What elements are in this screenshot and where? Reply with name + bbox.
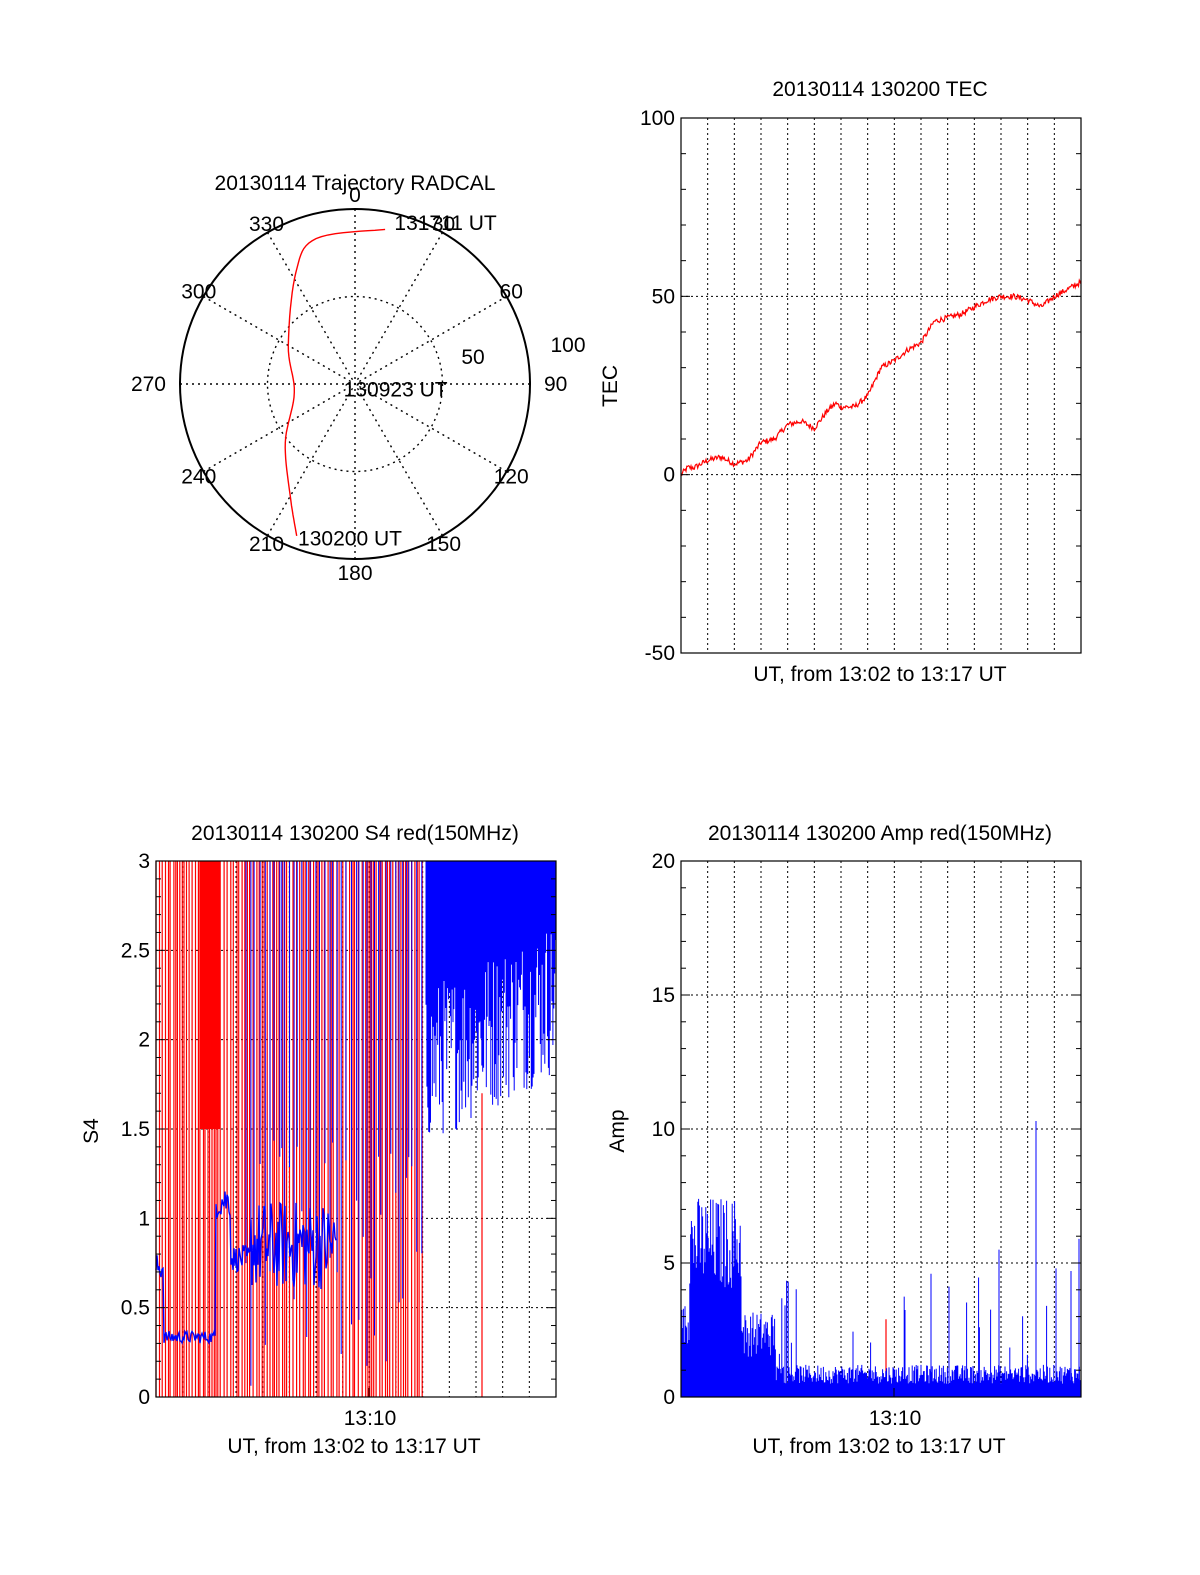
polar-radial-label: 50 — [461, 346, 484, 369]
tec-line — [680, 278, 1082, 477]
polar-azimuth-label: 90 — [544, 373, 567, 396]
amp-x-axis-label: UT, from 13:02 to 13:17 UT — [752, 1435, 1005, 1458]
polar-azimuth-label: 0 — [349, 184, 361, 207]
amp-blue-series — [680, 1121, 1082, 1397]
amp-y-tick-label: 20 — [652, 850, 675, 873]
amp-y-tick-label: 5 — [663, 1252, 675, 1275]
polar-grid — [180, 209, 530, 559]
s4-title: 20130114 130200 S4 red(150MHz) — [191, 822, 519, 845]
s4-y-tick-label: 1.5 — [121, 1118, 150, 1141]
trajectory-series — [284, 228, 386, 537]
polar-azimuth-label: 30 — [432, 213, 455, 236]
amp-chart: 20130114 130200 Amp red(150MHz) 0 5 10 15 20… — [606, 822, 1082, 1458]
s4-blue-series — [155, 861, 557, 1386]
tec-y-tick-label: 0 — [663, 464, 675, 487]
trajectory-time-label: 130923 UT — [344, 378, 448, 401]
amp-y-tick-label: 15 — [652, 984, 675, 1007]
tec-chart: 20130114 130200 TEC -50 0 50 100 TEC UT, fr… — [599, 78, 1082, 686]
polar-azimuth-label: 270 — [131, 373, 166, 396]
tec-y-tick-label: -50 — [645, 642, 675, 665]
s4-x-axis-label: UT, from 13:02 to 13:17 UT — [227, 1435, 480, 1458]
polar-azimuth-label: 300 — [181, 281, 216, 304]
polar-ring-50 — [266, 295, 444, 473]
polar-radial-labels: 50 100 — [461, 334, 585, 369]
polar-azimuth-label: 150 — [426, 533, 461, 556]
s4-y-tick-label: 2 — [138, 1029, 150, 1052]
tec-plot-frame — [680, 117, 1082, 654]
s4-y-tick-label: 1 — [138, 1207, 150, 1230]
tec-title: 20130114 130200 TEC — [772, 78, 987, 101]
polar-azimuth-label: 120 — [494, 466, 529, 489]
amp-ticks — [681, 860, 1081, 1398]
s4-x-tick-label: 13:10 — [344, 1407, 397, 1430]
polar-azimuth-label: 330 — [249, 213, 284, 236]
s4-y-tick-label: 3 — [138, 850, 150, 873]
polar-outer-ring — [179, 208, 531, 560]
s4-chart: 20130114 130200 S4 red(150MHz) 0 0.5 1 1.5 2… — [80, 822, 557, 1458]
amp-x-tick-label: 13:10 — [869, 1407, 922, 1430]
s4-blue-spikes — [245, 861, 557, 1386]
amp-title: 20130114 130200 Amp red(150MHz) — [708, 822, 1052, 845]
amp-y-tick-label: 0 — [663, 1386, 675, 1409]
tec-y-tick-label: 50 — [652, 285, 675, 308]
polar-azimuth-labels: 0 30 60 90 120 150 180 210 240 270 300 330 — [131, 184, 567, 585]
polar-azimuth-label: 180 — [337, 562, 372, 585]
s4-y-tick-label: 0.5 — [121, 1297, 150, 1320]
trajectory-polar-chart: 20130114 Trajectory RADCAL 0 30 60 90 120 150… — [131, 172, 586, 585]
amp-y-axis-label: Amp — [606, 1109, 629, 1152]
trajectory-time-label: 131711 UT — [394, 212, 497, 235]
amp-y-tick-label: 10 — [652, 1118, 675, 1141]
s4-red-series — [155, 861, 483, 1397]
tec-series — [680, 278, 1082, 477]
s4-ticks — [156, 860, 556, 1398]
polar-azimuth-label: 240 — [181, 466, 216, 489]
amp-y-tick-labels: 0 5 10 15 20 — [652, 850, 675, 1409]
tec-y-tick-labels: -50 0 50 100 — [640, 107, 675, 665]
tec-x-axis-label: UT, from 13:02 to 13:17 UT — [753, 663, 1006, 686]
tec-y-axis-label: TEC — [599, 365, 622, 407]
polar-azimuth-label: 210 — [249, 533, 284, 556]
tec-ticks — [681, 117, 1081, 654]
trajectory-time-labels: 131711 UT 130923 UT 130200 UT — [298, 212, 497, 551]
polar-radial-label: 100 — [550, 334, 585, 357]
s4-y-tick-labels: 0 0.5 1 1.5 2 2.5 3 — [121, 850, 150, 1409]
trajectory-time-label: 130200 UT — [298, 528, 402, 551]
trajectory-line — [284, 228, 386, 537]
s4-y-axis-label: S4 — [80, 1118, 103, 1144]
polar-azimuth-label: 60 — [500, 281, 523, 304]
polar-spoke — [266, 232, 444, 536]
s4-y-tick-label: 2.5 — [121, 939, 150, 962]
tec-grid — [681, 118, 1081, 653]
tec-y-tick-label: 100 — [640, 107, 675, 130]
trajectory-title: 20130114 Trajectory RADCAL — [215, 172, 496, 195]
s4-y-tick-label: 0 — [138, 1386, 150, 1409]
amp-blue-spikes — [680, 1121, 1082, 1397]
s4-blue-trace — [155, 1191, 337, 1345]
